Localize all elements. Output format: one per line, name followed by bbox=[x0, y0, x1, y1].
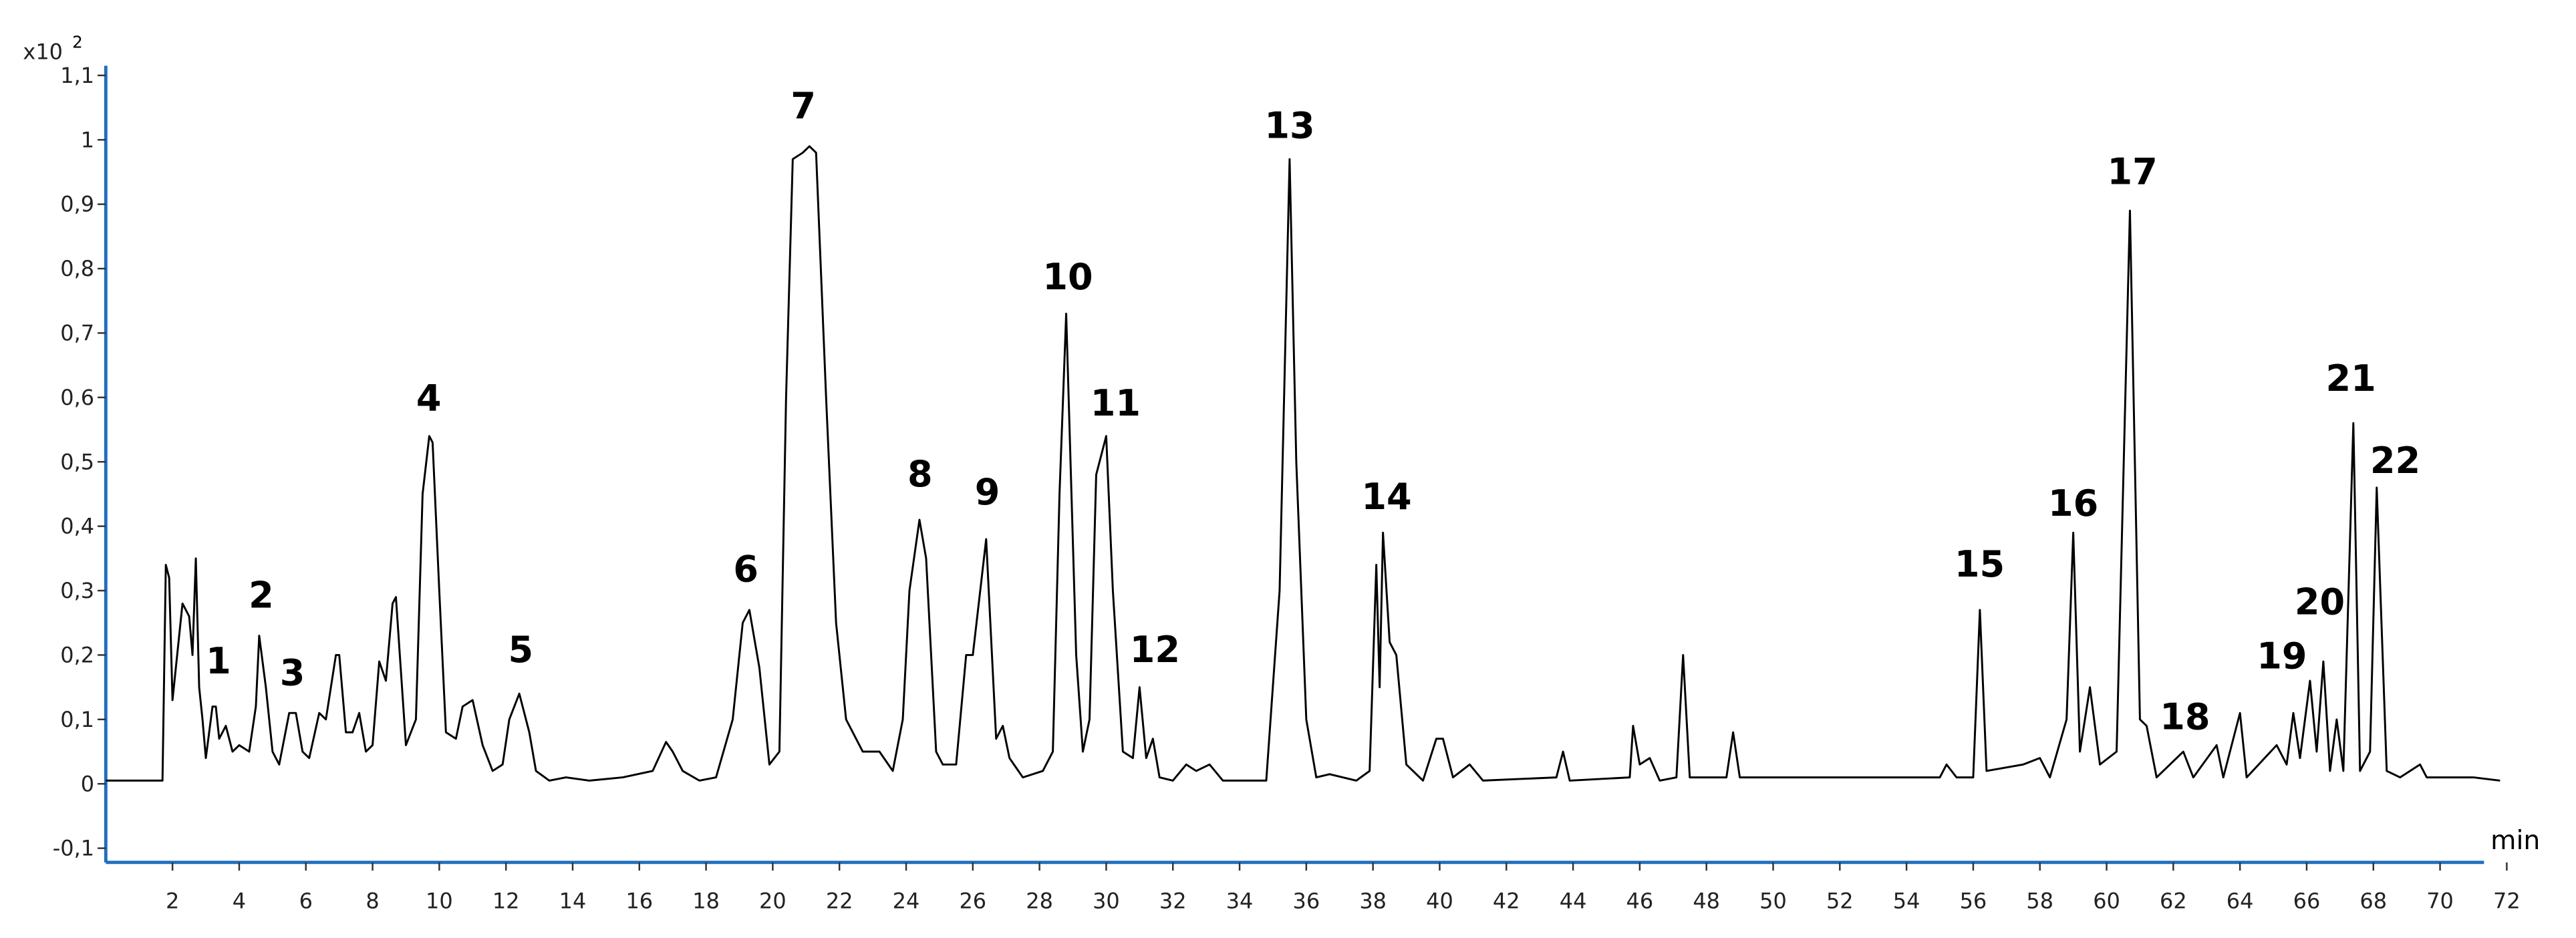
x-tick-label: 64 bbox=[2227, 889, 2254, 914]
peak-label: 18 bbox=[2160, 696, 2210, 738]
y-tick-label: 0,6 bbox=[60, 385, 94, 410]
peak-label: 15 bbox=[1955, 543, 2005, 585]
x-tick-label: 70 bbox=[2426, 889, 2454, 914]
peak-label: 20 bbox=[2295, 581, 2345, 623]
peak-label: 1 bbox=[206, 640, 231, 682]
y-tick-label: 0,2 bbox=[60, 642, 94, 667]
x-tick-label: 8 bbox=[366, 889, 379, 914]
x-tick-label: 52 bbox=[1826, 889, 1854, 914]
peak-label: 10 bbox=[1042, 256, 1093, 298]
x-tick-label: 4 bbox=[233, 889, 246, 914]
peak-label: 8 bbox=[907, 453, 933, 495]
x-tick-label: 20 bbox=[759, 889, 786, 914]
x-tick-label: 34 bbox=[1226, 889, 1254, 914]
x-tick-label: 2 bbox=[166, 889, 179, 914]
x-tick-label: 24 bbox=[893, 889, 920, 914]
x-tick-label: 42 bbox=[1493, 889, 1520, 914]
x-tick-label: 6 bbox=[299, 889, 313, 914]
peak-label: 3 bbox=[280, 651, 305, 693]
peak-label: 4 bbox=[416, 377, 442, 420]
peak-label: 14 bbox=[1361, 476, 1411, 518]
x-tick-label: 12 bbox=[492, 889, 520, 914]
y-tick-label: -0,1 bbox=[53, 836, 94, 861]
x-tick-label: 28 bbox=[1026, 889, 1053, 914]
x-tick-label: 46 bbox=[1626, 889, 1654, 914]
peak-label: 2 bbox=[249, 575, 274, 617]
y-tick-label: 0 bbox=[81, 771, 94, 796]
x-tick-label: 36 bbox=[1293, 889, 1320, 914]
peak-label: 7 bbox=[791, 85, 816, 127]
x-tick-label: 50 bbox=[1759, 889, 1787, 914]
y-tick-label: 1 bbox=[81, 127, 94, 152]
peak-label: 16 bbox=[2048, 482, 2098, 524]
x-tick-label: 30 bbox=[1093, 889, 1120, 914]
x-tick-label: 66 bbox=[2293, 889, 2321, 914]
y-tick-label: 0,1 bbox=[60, 707, 94, 732]
x-axis-label: min bbox=[2490, 825, 2540, 856]
y-tick-label: 0,7 bbox=[60, 321, 94, 346]
x-tick-label: 44 bbox=[1560, 889, 1587, 914]
x-tick-label: 10 bbox=[426, 889, 453, 914]
peak-label: 12 bbox=[1130, 629, 1180, 671]
y-tick-label: 0,8 bbox=[60, 256, 94, 281]
y-tick-label: 0,9 bbox=[60, 192, 94, 217]
x-tick-label: 26 bbox=[959, 889, 986, 914]
peak-label: 9 bbox=[975, 471, 1000, 513]
peak-label: 17 bbox=[2108, 150, 2158, 192]
y-tick-label: 0,3 bbox=[60, 578, 94, 603]
x-tick-label: 54 bbox=[1893, 889, 1920, 914]
y-tick-label: 0,5 bbox=[60, 449, 94, 474]
y-tick-label: 0,4 bbox=[60, 514, 94, 539]
peak-label: 11 bbox=[1091, 382, 1141, 424]
x-tick-label: 56 bbox=[1960, 889, 1987, 914]
peak-label: 21 bbox=[2326, 357, 2376, 400]
trace bbox=[106, 145, 2500, 782]
x-tick-label: 72 bbox=[2493, 889, 2521, 914]
y-scale-base: x10 bbox=[23, 39, 63, 65]
x-tick-label: 60 bbox=[2093, 889, 2120, 914]
peak-label: 19 bbox=[2257, 635, 2307, 677]
x-tick-label: 68 bbox=[2359, 889, 2387, 914]
x-tick-label: 48 bbox=[1693, 889, 1720, 914]
x-tick-label: 16 bbox=[625, 889, 653, 914]
x-tick-label: 58 bbox=[2026, 889, 2053, 914]
x-tick-label: 22 bbox=[826, 889, 853, 914]
peak-label: 6 bbox=[733, 548, 758, 590]
peak-label: 22 bbox=[2370, 440, 2420, 482]
peak-label: 5 bbox=[509, 629, 534, 671]
x-tick-label: 38 bbox=[1359, 889, 1387, 914]
peak-label: 13 bbox=[1264, 105, 1314, 147]
x-tick-label: 14 bbox=[559, 889, 587, 914]
x-tick-label: 62 bbox=[2160, 889, 2187, 914]
x-tick-label: 18 bbox=[692, 889, 720, 914]
y-tick-label: 1,1 bbox=[60, 63, 94, 88]
y-scale-exponent: 2 bbox=[72, 32, 83, 51]
x-tick-label: 32 bbox=[1159, 889, 1187, 914]
x-tick-label: 40 bbox=[1426, 889, 1453, 914]
